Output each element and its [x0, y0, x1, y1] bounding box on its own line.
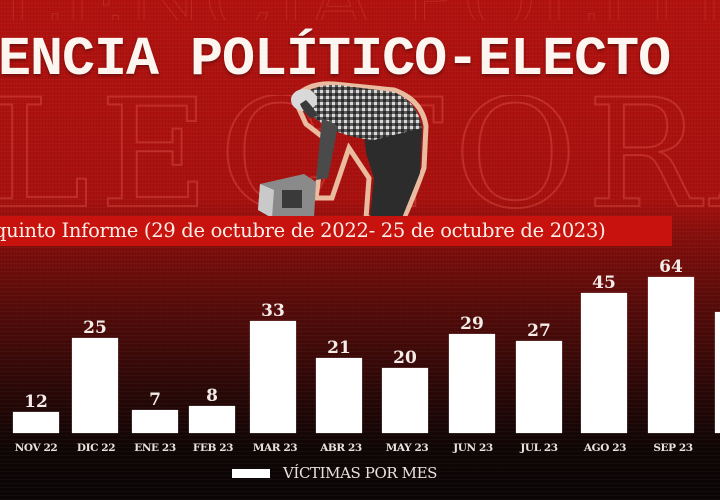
bar-fill: [132, 410, 178, 433]
background-ghost-text-top: LENCIA POLÍTICO-ELECTO: [0, 0, 720, 20]
bar-value: 20: [393, 348, 417, 368]
bar-fill: [449, 334, 495, 433]
bar-dic-22: 25: [72, 318, 118, 433]
bar-may-23: 20: [382, 348, 428, 433]
bar-fill: [516, 341, 562, 433]
bar-mar-23: 33: [250, 301, 296, 433]
legend-swatch: [232, 468, 270, 478]
bar-value: 27: [527, 321, 551, 341]
bar-sep-23: 64: [648, 257, 694, 433]
bar-fill: [581, 293, 627, 433]
bar-fill: [648, 277, 694, 433]
man-carrying-ballot-box-illustration: [258, 81, 429, 218]
x-label-jul-23: JUL 23: [520, 442, 558, 454]
x-label-mar-23: MAR 23: [252, 442, 298, 454]
bar-fill: [382, 368, 428, 433]
bar-value: 7: [149, 390, 161, 410]
bar-value: 45: [592, 273, 616, 293]
x-label-dic-22: DIC 22: [76, 442, 116, 454]
bar-value: 33: [261, 301, 285, 321]
x-label-ago-23: AGO 23: [583, 442, 627, 454]
bar-value: 29: [460, 314, 484, 334]
bar-abr-23: 21: [316, 338, 362, 433]
report-subtitle: quinto Informe (29 de octubre de 2022- 2…: [0, 219, 606, 242]
bar-value: 25: [83, 318, 107, 338]
chart-legend: VÍCTIMAS POR MES: [232, 463, 437, 483]
bar-ago-23: 45: [581, 273, 627, 433]
legend-label: VÍCTIMAS POR MES: [283, 464, 438, 482]
x-label-feb-23: FEB 23: [192, 442, 234, 454]
bar-fill: [13, 412, 59, 433]
bar-value: 8: [206, 386, 218, 406]
x-label-abr-23: ABR 23: [320, 442, 362, 454]
bar-feb-23: 8: [189, 386, 235, 433]
subtitle-banner: [0, 216, 672, 246]
bar-fill: [715, 312, 720, 433]
x-label-ene-23: ENE 23: [134, 442, 176, 454]
bar-fill: [72, 338, 118, 433]
bar-value: 21: [327, 338, 351, 358]
bar-nov-22: 12: [13, 392, 59, 433]
bar-value: 12: [24, 392, 48, 412]
bar-value: 64: [659, 257, 683, 277]
page-title: LENCIA POLÍTICO-ELECTO: [0, 28, 671, 91]
x-label-nov-22: NOV 22: [14, 442, 58, 454]
bar-jul-23: 27: [516, 321, 562, 433]
bar-fill: [316, 358, 362, 433]
bar-ene-23: 7: [132, 390, 178, 433]
bar-fill: [189, 406, 235, 433]
bar-jun-23: 29: [449, 314, 495, 433]
x-label-jun-23: JUN 23: [453, 442, 493, 454]
bar-cropped: [715, 312, 720, 433]
x-label-may-23: MAY 23: [385, 442, 429, 454]
x-label-sep-23: SEP 23: [653, 442, 693, 454]
bar-fill: [250, 321, 296, 433]
